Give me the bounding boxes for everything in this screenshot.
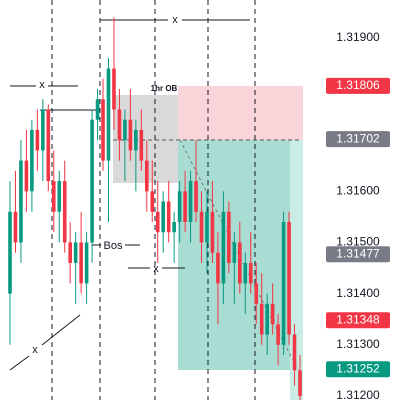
candle-body [238,242,242,284]
candle-body [112,68,116,110]
candle-body [243,262,248,284]
candle-body [155,211,160,233]
candle-body [166,201,171,233]
candle-body [183,191,187,222]
candle-body [24,160,29,192]
candle-body [227,211,231,263]
candle-body [144,160,149,192]
y-tick-label: 1.31200 [336,388,380,400]
candle-body [150,191,155,212]
candle-body [298,370,302,396]
y-tick-label: 1.31300 [336,337,380,351]
y-tick-label: 1.31900 [336,30,380,44]
candles [8,17,302,400]
annotation: Bos [104,240,123,252]
candle-body [106,68,111,161]
candle-body [8,211,12,294]
candle-body [51,181,56,212]
candle-body [95,99,100,120]
annotation: 1hr OB [151,84,178,93]
price-badge [326,77,390,94]
annotation: x [153,263,159,275]
candle-body [254,283,259,304]
candle-body [265,303,269,335]
candle-body [101,99,105,161]
candle-body [292,334,297,371]
candle-body [46,109,51,182]
candle-body [276,324,280,345]
price-badge [326,246,390,263]
candle-body [79,242,83,284]
candle-body [139,129,144,161]
candle-body [194,181,198,212]
trend-line [41,314,81,346]
candle-body [68,242,72,263]
candle-body [134,129,138,151]
price-axis: 1.31900 1.31600 1.31500 1.31400 1.31300 1.312… [326,30,390,400]
price-badge-label: 1.31477 [336,246,380,260]
candle-body [199,211,204,243]
candle-body [13,211,18,243]
candle-body [188,181,193,222]
trend-line [9,355,30,371]
candle-body [117,109,122,141]
candle-body [177,191,182,222]
annotation: x [172,14,178,26]
candle-body [62,181,67,243]
y-tick-label: 1.31400 [336,286,380,300]
annotation: x [39,79,45,91]
candle-body [172,221,176,233]
annotation: x [32,344,38,356]
candle-body [287,221,291,335]
candle-body [90,119,94,243]
candle-body [216,252,220,284]
candle-body [19,160,23,243]
candle-body [73,242,78,263]
candle-body [259,303,264,335]
candle-body [221,211,226,284]
price-badge-label: 1.31252 [336,361,380,375]
candle-body [84,242,89,284]
y-tick-label: 1.31500 [336,235,380,249]
price-badge-label: 1.31806 [336,78,380,92]
candle-body [41,109,45,151]
candle-body [270,303,275,325]
candle-body [57,181,62,212]
candle-body [30,129,34,192]
candle-body [210,211,215,253]
annotations: x x 1hr OB Bos x x [32,14,178,356]
trade-diagonal [179,139,299,371]
candle-body [128,119,133,151]
target-zone-extension [290,140,303,400]
candle-body [123,119,127,141]
price-badge-label: 1.31348 [336,312,380,326]
candle-body [161,201,166,233]
candle-body [205,211,209,243]
price-badge [326,131,390,148]
candle-body [248,262,253,284]
y-tick-label: 1.31600 [336,183,380,197]
candle-body [232,242,237,263]
candle-body [35,129,40,151]
price-badge [326,312,390,329]
candle-body [281,221,286,345]
price-badge [326,361,390,378]
price-badge-label: 1.31702 [336,131,380,145]
stop-zone [178,86,303,140]
